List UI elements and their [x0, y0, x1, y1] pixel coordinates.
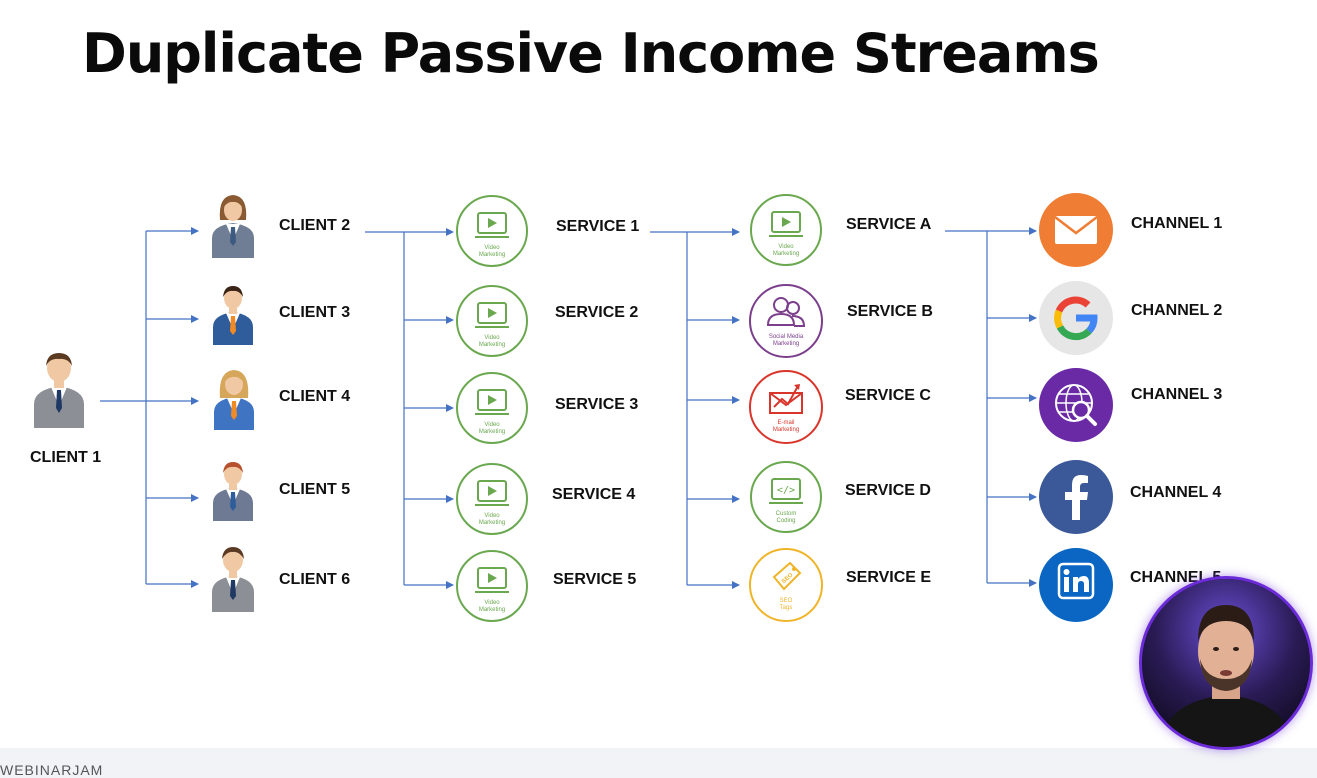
slide-title: Duplicate Passive Income Streams	[82, 22, 1100, 85]
businesswoman-icon	[212, 195, 254, 258]
svg-text:Marketing: Marketing	[773, 251, 799, 257]
google-icon	[1039, 281, 1113, 355]
service-1-label: SERVICE 1	[556, 218, 640, 235]
client-6-label: CLIENT 6	[279, 571, 351, 588]
svg-text:Video: Video	[778, 244, 794, 250]
svg-text:Video: Video	[484, 422, 500, 428]
channel-1-label: CHANNEL 1	[1131, 215, 1223, 232]
service-e-label: SERVICE E	[846, 569, 932, 586]
presenter-video	[1139, 576, 1313, 750]
channel-2-label: CHANNEL 2	[1131, 302, 1223, 319]
channel-4-label: CHANNEL 4	[1130, 484, 1222, 501]
email-marketing-icon: E-mail Marketing	[749, 370, 823, 444]
connector-lines	[100, 227, 1037, 589]
connector-group-clients	[100, 227, 199, 588]
client-3-label: CLIENT 3	[279, 304, 351, 321]
svg-text:</>: </>	[777, 485, 795, 496]
service-2-label: SERVICE 2	[555, 304, 639, 321]
svg-text:Marketing: Marketing	[479, 520, 505, 526]
businessman-icon	[212, 547, 254, 612]
svg-text:Video: Video	[484, 600, 500, 606]
connector-group-channels	[945, 227, 1037, 587]
connector-group-service-types	[650, 228, 740, 589]
businessman-icon	[34, 353, 84, 428]
webinarjam-watermark: WEBINARJAM	[0, 762, 104, 778]
video-marketing-icon: Video Marketing	[750, 194, 822, 266]
businesswoman-icon	[214, 370, 254, 430]
service-b-label: SERVICE B	[847, 303, 933, 320]
svg-text:Marketing: Marketing	[479, 607, 505, 613]
client-2-label: CLIENT 2	[279, 217, 351, 234]
svg-text:Custom: Custom	[776, 511, 797, 517]
service-5-label: SERVICE 5	[553, 571, 637, 588]
svg-text:Marketing: Marketing	[479, 429, 505, 435]
service-a-label: SERVICE A	[846, 216, 932, 233]
video-marketing-icon: Video Marketing	[456, 550, 528, 622]
svg-text:Marketing: Marketing	[479, 342, 505, 348]
connector-group-services	[365, 228, 454, 589]
presenter-video-icon	[1142, 579, 1310, 747]
video-marketing-icon: Video Marketing	[456, 463, 528, 535]
svg-text:Social Media: Social Media	[769, 334, 804, 340]
businessman-icon	[213, 462, 253, 521]
video-marketing-icon: Video Marketing	[456, 372, 528, 444]
facebook-icon	[1039, 460, 1113, 534]
svg-text:Marketing: Marketing	[773, 341, 799, 347]
svg-text:Video: Video	[484, 335, 500, 341]
video-marketing-icon: Video Marketing	[456, 285, 528, 357]
root-client-label: CLIENT 1	[30, 449, 102, 466]
client-4-label: CLIENT 4	[279, 388, 351, 405]
custom-coding-icon: </> Custom Coding	[750, 461, 822, 533]
linkedin-icon	[1039, 548, 1113, 622]
seo-tags-icon: SEO SEO Tags	[749, 548, 823, 622]
svg-text:SEO: SEO	[780, 598, 793, 604]
svg-text:Coding: Coding	[776, 518, 795, 524]
slide: Duplicate Passive Income Streams	[0, 0, 1317, 750]
web-search-icon	[1039, 368, 1113, 442]
svg-text:Tags: Tags	[780, 605, 793, 611]
video-marketing-icon: Video Marketing	[456, 195, 528, 267]
service-c-label: SERVICE C	[845, 387, 931, 404]
businessman-icon	[213, 286, 253, 345]
channel-3-label: CHANNEL 3	[1131, 386, 1223, 403]
service-4-label: SERVICE 4	[552, 486, 636, 503]
email-icon	[1039, 193, 1113, 267]
social-media-marketing-icon: Social Media Marketing	[749, 284, 823, 358]
service-3-label: SERVICE 3	[555, 396, 639, 413]
service-d-label: SERVICE D	[845, 482, 931, 499]
svg-text:Video: Video	[484, 513, 500, 519]
svg-text:E-mail: E-mail	[777, 420, 794, 426]
svg-text:Marketing: Marketing	[773, 427, 799, 433]
svg-text:Marketing: Marketing	[479, 252, 505, 258]
client-5-label: CLIENT 5	[279, 481, 351, 498]
svg-text:Video: Video	[484, 245, 500, 251]
